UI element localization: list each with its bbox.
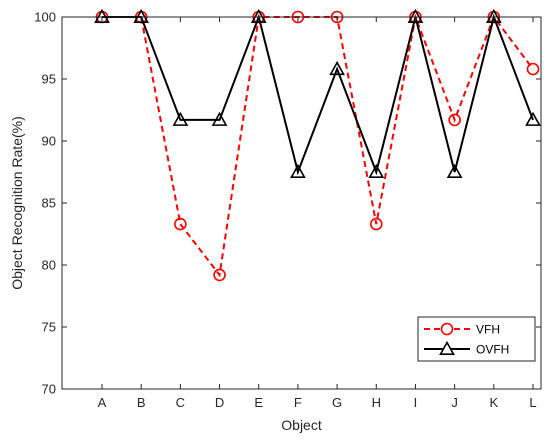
point-ovfh-k [485,8,502,24]
point-vfh-j [448,113,461,127]
legend-label: VFH [476,323,500,337]
y-tick-label: 90 [42,134,56,149]
legend: VFH OVFH [417,316,536,362]
legend-entry-vfh: VFH [424,323,500,337]
point-vfh-c [174,217,187,231]
point-ovfh-f [290,163,306,178]
point-ovfh-a [94,8,110,24]
point-ovfh-i [407,8,424,24]
x-tick-label: H [372,395,381,410]
x-tick-label: A [98,395,107,410]
legend-marker [440,322,454,336]
x-tick-label: D [215,395,224,410]
point-ovfh-j [446,163,463,178]
point-vfh-d [213,268,226,282]
x-tick-label: C [176,395,185,410]
legend-entry-ovfh: OVFH [424,340,509,357]
point-ovfh-g [329,60,345,76]
legend-marker [439,340,455,356]
y-tick-label: 95 [42,72,56,87]
y-tick-label: 75 [42,320,56,335]
point-vfh-h [369,217,383,231]
y-axis-label: Object Recognition Rate(%) [9,116,25,290]
x-tick-label: G [332,395,342,410]
point-ovfh-c [172,111,189,126]
point-vfh-l [526,62,540,76]
y-tick-label: 100 [34,10,56,25]
y-tick-label: 80 [42,258,56,273]
point-ovfh-l [525,111,541,126]
x-tick-label: J [451,395,458,410]
y-tick-label: 85 [42,196,56,211]
legend-label: OVFH [476,343,509,357]
series-line-ovfh [102,13,534,176]
x-tick-label: E [254,395,263,410]
x-tick-label: I [414,395,418,410]
x-tick-label: K [489,395,498,410]
point-ovfh-d [211,111,228,126]
x-tick-labels: A B C D E F G H I J K L [98,17,537,410]
point-ovfh-h [368,163,385,178]
point-ovfh-b [133,8,150,24]
x-tick-label: F [294,395,302,410]
point-ovfh-e [250,8,267,24]
x-axis-label: Object [281,417,322,433]
legend-box [417,316,536,362]
series-ovfh [94,8,541,178]
y-tick-label: 70 [42,382,56,397]
y-tick-labels: 70 75 80 85 90 95 100 [34,10,541,397]
x-tick-label: L [529,395,536,410]
x-tick-label: B [137,395,146,410]
